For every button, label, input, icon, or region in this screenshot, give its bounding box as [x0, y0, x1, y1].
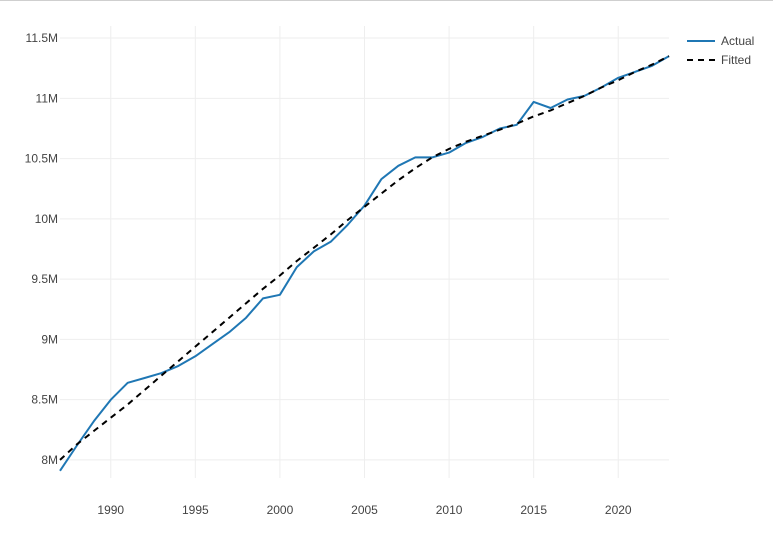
y-tick-label: 9M	[41, 332, 58, 346]
x-tick-label: 1995	[182, 503, 209, 517]
legend-label: Fitted	[721, 53, 751, 67]
x-tick-label: 2020	[605, 503, 632, 517]
series-line-fitted	[59, 55, 670, 461]
y-tick-label: 8M	[41, 453, 58, 467]
legend[interactable]: Actual Fitted	[687, 34, 754, 67]
x-tick-label: 2005	[351, 503, 378, 517]
y-tick-label: 11M	[36, 91, 58, 105]
legend-item-fitted[interactable]: Fitted	[687, 53, 751, 67]
x-tick-label: 2015	[520, 503, 547, 517]
y-tick-label: 10M	[35, 212, 58, 226]
series-lines	[59, 55, 670, 472]
y-tick-label: 11.5M	[26, 31, 58, 45]
y-tick-label: 10.5M	[25, 152, 58, 166]
x-tick-label: 2000	[267, 503, 294, 517]
grid-lines	[60, 26, 669, 478]
y-tick-label: 8.5M	[31, 393, 58, 407]
x-tick-label: 1990	[97, 503, 124, 517]
top-border	[0, 0, 773, 1]
x-axis-ticks: 1990 1995 2000 2005 2010 2015 2020	[97, 503, 632, 517]
y-axis-ticks: 8M 8.5M 9M 9.5M 10M 10.5M 11M 11.5M	[25, 31, 58, 467]
legend-item-actual[interactable]: Actual	[687, 34, 754, 48]
y-tick-label: 9.5M	[31, 272, 58, 286]
x-tick-label: 2010	[436, 503, 463, 517]
legend-label: Actual	[721, 34, 754, 48]
